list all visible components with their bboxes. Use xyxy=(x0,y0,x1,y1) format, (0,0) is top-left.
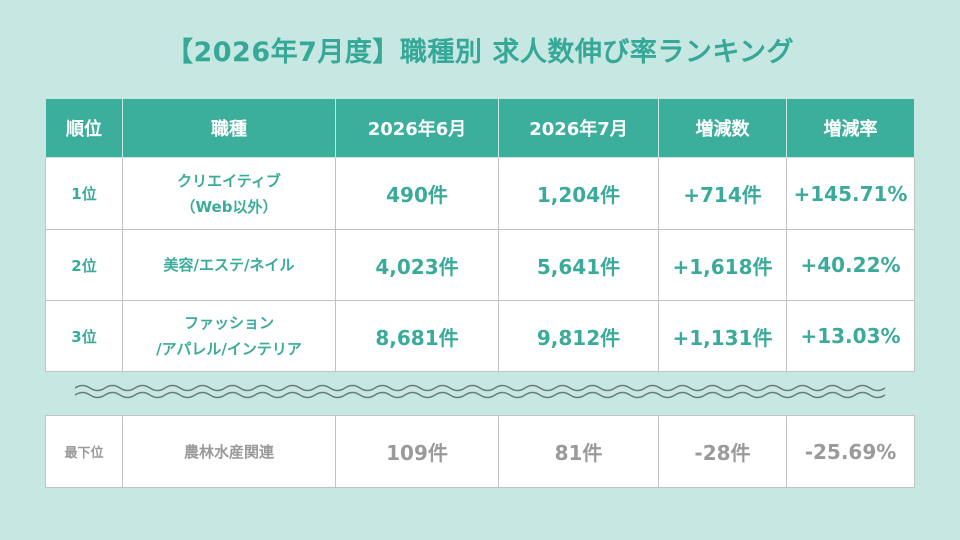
rank-cell: 最下位 xyxy=(45,415,123,488)
change-cell: +1,131件 xyxy=(658,300,787,372)
table-header-row: 順位 職種 2026年6月 2026年7月 増減数 増減率 xyxy=(45,98,915,158)
page-title: 【2026年7月度】職種別 求人数伸び率ランキング xyxy=(165,37,795,68)
table-row: 2位 美容/エステ/ネイル 4,023件 5,641件 +1,618件 +40.… xyxy=(45,229,915,301)
wave-line-bottom xyxy=(75,391,886,399)
june-cell: 109件 xyxy=(335,415,499,488)
job-cell: 美容/エステ/ネイル xyxy=(122,229,336,301)
table-row: 最下位 農林水産関連 109件 81件 -28件 -25.69% xyxy=(45,415,915,488)
june-cell: 4,023件 xyxy=(335,229,499,301)
job-line-2: （Web以外） xyxy=(180,197,278,216)
header-rate: 増減率 xyxy=(786,98,915,158)
june-cell: 490件 xyxy=(335,157,499,230)
wave-divider xyxy=(75,384,886,399)
wave-line-top xyxy=(75,384,886,392)
table-row: 3位 ファッション /アパレル/インテリア 8,681件 9,812件 +1,1… xyxy=(45,300,915,372)
rate-cell: -25.69% xyxy=(786,415,915,488)
header-july: 2026年7月 xyxy=(498,98,659,158)
job-line-1: 美容/エステ/ネイル xyxy=(163,256,295,274)
header-june: 2026年6月 xyxy=(335,98,499,158)
rate-cell: +145.71% xyxy=(786,157,915,230)
july-cell: 5,641件 xyxy=(498,229,659,301)
ranking-table: 順位 職種 2026年6月 2026年7月 増減数 増減率 1位 クリエイティブ… xyxy=(45,98,915,372)
job-cell: クリエイティブ （Web以外） xyxy=(122,157,336,230)
job-line-1: ファッション xyxy=(183,314,274,332)
change-cell: +714件 xyxy=(658,157,787,230)
july-cell: 1,204件 xyxy=(498,157,659,230)
july-cell: 9,812件 xyxy=(498,300,659,372)
header-job: 職種 xyxy=(122,98,336,158)
job-cell: 農林水産関連 xyxy=(122,415,336,488)
bottom-rank-table: 最下位 農林水産関連 109件 81件 -28件 -25.69% xyxy=(45,415,915,488)
june-cell: 8,681件 xyxy=(335,300,499,372)
july-cell: 81件 xyxy=(498,415,659,488)
change-cell: +1,618件 xyxy=(658,229,787,301)
job-line-2: /アパレル/インテリア xyxy=(156,340,302,358)
job-cell: ファッション /アパレル/インテリア xyxy=(122,300,336,372)
rate-cell: +13.03% xyxy=(786,300,915,372)
change-cell: -28件 xyxy=(658,415,787,488)
rate-cell: +40.22% xyxy=(786,229,915,301)
rank-cell: 1位 xyxy=(45,157,123,230)
header-change: 増減数 xyxy=(658,98,787,158)
rank-cell: 3位 xyxy=(45,300,123,372)
header-rank: 順位 xyxy=(45,98,123,158)
rank-cell: 2位 xyxy=(45,229,123,301)
table-row: 1位 クリエイティブ （Web以外） 490件 1,204件 +714件 +14… xyxy=(45,157,915,230)
job-line-1: クリエイティブ xyxy=(177,171,281,190)
